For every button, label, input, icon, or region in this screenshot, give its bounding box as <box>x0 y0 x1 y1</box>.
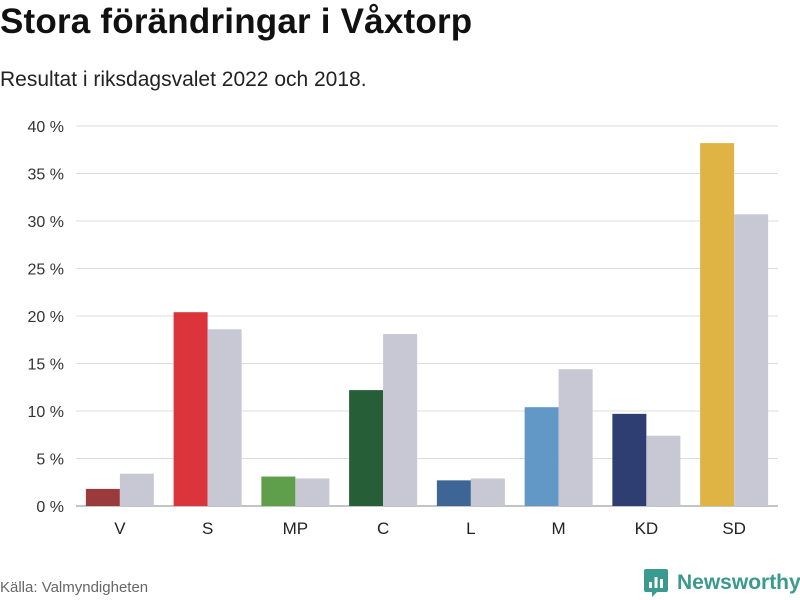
y-tick-label: 40 % <box>28 119 64 136</box>
x-tick-label: L <box>466 519 475 538</box>
bar-2022 <box>612 413 647 506</box>
bar-2018 <box>646 435 681 506</box>
bar-2022 <box>700 143 735 506</box>
source-note: Källa: Valmyndigheten <box>0 579 149 596</box>
y-tick-label: 30 % <box>28 214 64 231</box>
x-tick-label: M <box>552 519 566 538</box>
y-tick-label: 10 % <box>28 404 64 421</box>
x-tick-label: MP <box>283 519 309 538</box>
bar-2022 <box>261 476 296 506</box>
chart-subtitle: Resultat i riksdagsvalet 2022 och 2018. <box>0 68 367 91</box>
brand-logo: Newsworthy <box>643 566 800 600</box>
bar-2022 <box>349 390 384 506</box>
y-tick-label: 5 % <box>36 452 64 469</box>
bar-2022 <box>85 488 120 506</box>
bar-2018 <box>383 334 418 506</box>
bar-2018 <box>558 369 593 506</box>
bar-2022 <box>436 480 471 506</box>
y-tick-label: 0 % <box>36 499 64 516</box>
y-tick-label: 20 % <box>28 309 64 326</box>
x-tick-label: S <box>202 519 213 538</box>
x-tick-label: SD <box>722 519 746 538</box>
bar-2018 <box>207 329 242 506</box>
bar-2018 <box>119 473 154 506</box>
bar-2018 <box>470 478 505 506</box>
y-tick-label: 15 % <box>28 357 64 374</box>
x-tick-label: KD <box>635 519 659 538</box>
bar-2018 <box>734 214 769 506</box>
chart-title: Stora förändringar i Våxtorp <box>0 2 473 41</box>
bar-2022 <box>173 312 208 506</box>
newsworthy-logo-icon <box>644 569 668 597</box>
y-tick-label: 35 % <box>28 167 64 184</box>
y-tick-label: 25 % <box>28 262 64 279</box>
bar-2018 <box>295 478 330 506</box>
x-tick-label: C <box>377 519 389 538</box>
brand-name: Newsworthy <box>677 571 800 594</box>
bar-2022 <box>524 407 559 506</box>
x-tick-label: V <box>114 519 126 538</box>
